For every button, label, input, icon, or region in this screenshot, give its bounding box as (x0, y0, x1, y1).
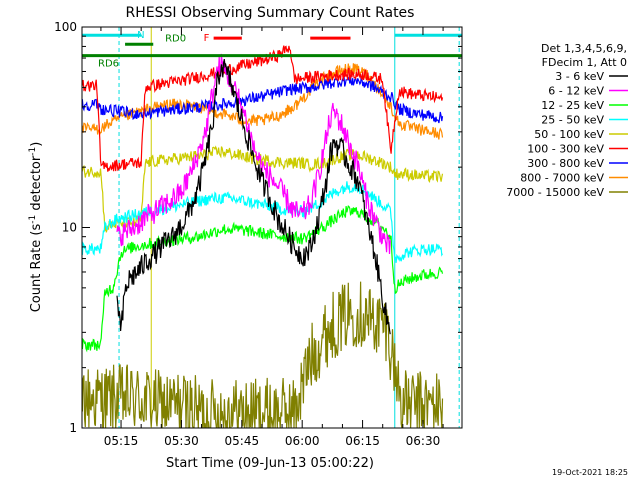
y-tick-label-0: 1 (69, 421, 77, 435)
data-layer (82, 27, 460, 428)
legend-label-2: 12 - 25 keV (541, 99, 604, 112)
series-line-3 (82, 181, 444, 263)
legend-label-8: 7000 - 15000 keV (506, 186, 604, 199)
series-line-0 (116, 58, 391, 335)
legend-label-6: 300 - 800 keV (527, 157, 604, 170)
footer-timestamp: 19-Oct-2021 18:25 (552, 468, 628, 477)
legend: Det 1,3,4,5,6,9, FDecim 1, Att 0 3 - 6 k… (506, 42, 628, 199)
x-tick-label-2: 05:45 (225, 434, 260, 448)
legend-label-5: 100 - 300 keV (527, 143, 604, 156)
y-tick-label-2: 100 (54, 20, 77, 34)
x-axis-ticks: 05:15 05:30 05:45 06:00 06:15 06:30 (100, 27, 444, 448)
state-bar-label-0: RD0 (165, 33, 186, 44)
series-line-5 (82, 45, 444, 172)
legend-label-0: 3 - 6 keV (555, 70, 604, 83)
attenuator-bars: RD0 RD6 N F (82, 30, 462, 70)
legend-label-1: 6 - 12 keV (548, 85, 604, 98)
series-line-6 (82, 74, 444, 124)
chart-title: RHESSI Observing Summary Count Rates (126, 5, 415, 21)
series-line-1 (116, 53, 391, 255)
legend-header-line-2: FDecim 1, Att 0 (542, 56, 627, 69)
legend-label-3: 25 - 50 keV (541, 114, 604, 127)
y-axis-label: Count Rate (s-1 detector-1) (28, 142, 44, 313)
legend-header-line-1: Det 1,3,4,5,6,9, (541, 42, 627, 55)
y-tick-label-1: 10 (62, 221, 77, 235)
series-line-8 (82, 281, 444, 428)
state-bar-label-4: F (204, 33, 210, 44)
legend-label-7: 800 - 7000 keV (520, 172, 604, 185)
y-axis-ticks: 1 10 100 (54, 20, 462, 435)
x-axis-label: Start Time (09-Jun-13 05:00:22) (166, 456, 374, 471)
state-bar-label-1: RD6 (98, 59, 119, 70)
legend-label-4: 50 - 100 keV (534, 128, 604, 141)
state-bar-label-2: N (137, 30, 144, 41)
x-tick-label-5: 06:30 (406, 434, 441, 448)
x-tick-label-4: 06:15 (345, 434, 380, 448)
x-tick-label-3: 06:00 (285, 434, 320, 448)
x-tick-label-1: 05:30 (164, 434, 199, 448)
x-tick-label-0: 05:15 (104, 434, 139, 448)
